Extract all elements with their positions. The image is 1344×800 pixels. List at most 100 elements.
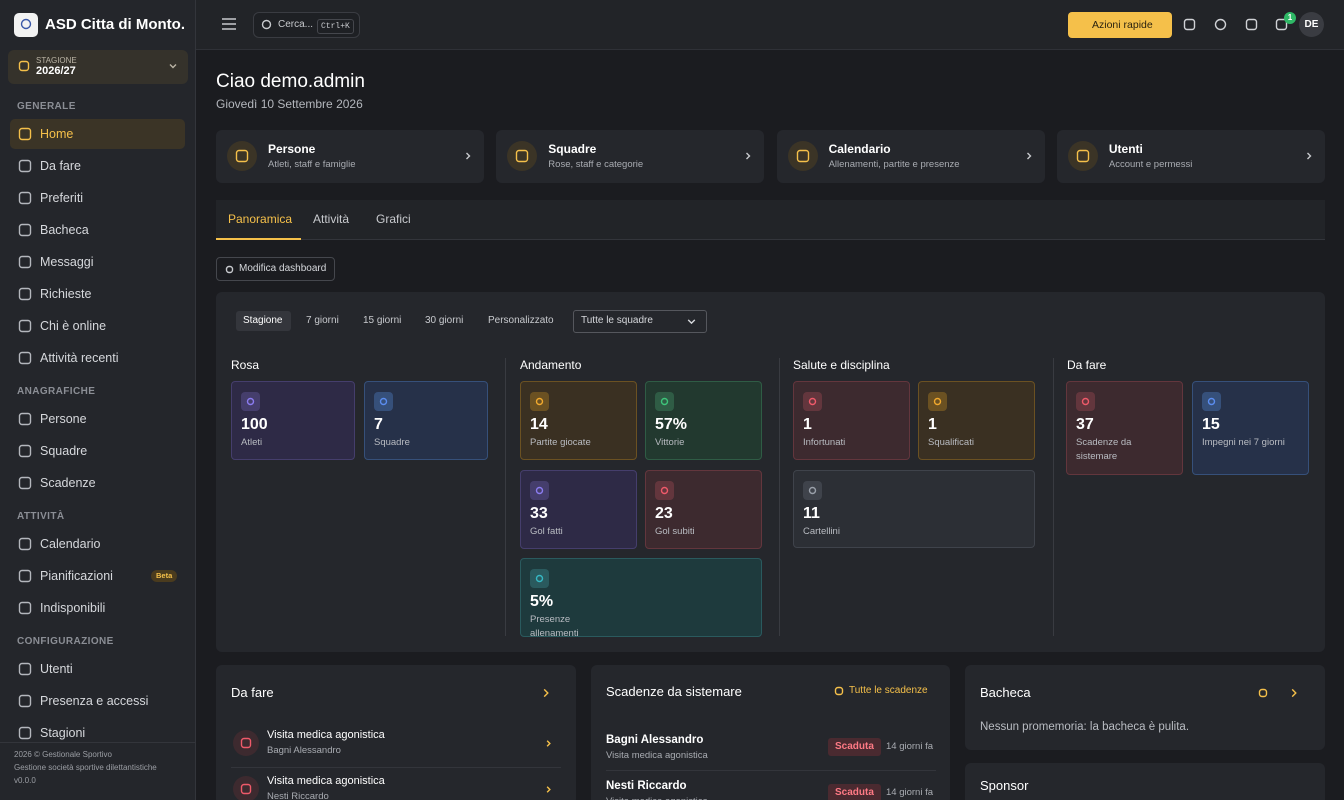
tab[interactable]: Attività bbox=[313, 212, 350, 226]
stat-value: 11 bbox=[803, 505, 820, 522]
edit-dashboard-button[interactable] bbox=[216, 257, 335, 281]
tab[interactable]: Grafici bbox=[376, 212, 411, 226]
period-filter[interactable]: Personalizzato bbox=[488, 315, 554, 326]
shortcut-title: Persone bbox=[268, 142, 316, 156]
nav-label[interactable]: Utenti bbox=[40, 662, 73, 676]
icon-shape bbox=[235, 149, 249, 163]
shortcut-subtitle: Rose, staff e categorie bbox=[548, 159, 644, 170]
shortcut-card[interactable] bbox=[496, 130, 765, 183]
stat-value: 37 bbox=[1076, 416, 1094, 433]
stat-icon-bg bbox=[241, 392, 260, 411]
icon-shape bbox=[18, 191, 32, 205]
nav-icon bbox=[18, 537, 32, 551]
nav-label[interactable]: Richieste bbox=[40, 287, 92, 301]
logo bbox=[14, 13, 38, 37]
footer-text: Gestione società sportive dilettantistic… bbox=[14, 763, 157, 772]
shortcut-icon bbox=[516, 149, 529, 163]
stat-icon-bg bbox=[928, 392, 947, 411]
nav-label[interactable]: Messaggi bbox=[40, 255, 94, 269]
icon-shape bbox=[746, 152, 751, 160]
todo-panel bbox=[216, 665, 576, 800]
shortcut-chevron bbox=[746, 152, 751, 160]
group-title: Rosa bbox=[231, 358, 260, 372]
todo-item-title: Visita medica agonistica bbox=[267, 775, 385, 787]
stat-icon bbox=[933, 397, 942, 406]
icon-shape bbox=[808, 397, 817, 406]
shortcut-card[interactable] bbox=[216, 130, 484, 183]
team-select[interactable] bbox=[573, 310, 707, 333]
icon-shape bbox=[834, 686, 844, 696]
shortcut-chevron bbox=[1026, 152, 1032, 160]
nav-label[interactable]: Scadenze bbox=[40, 476, 96, 490]
shortcut-card[interactable] bbox=[776, 130, 1045, 183]
stat-card[interactable] bbox=[520, 558, 762, 637]
stat-icon bbox=[535, 486, 544, 495]
notifications-icon bbox=[1214, 18, 1227, 31]
season-value: 2026/27 bbox=[36, 65, 76, 77]
tab[interactable]: Panoramica bbox=[228, 212, 293, 226]
stat-icon-bg bbox=[530, 392, 549, 411]
nav-label[interactable]: Home bbox=[40, 127, 74, 141]
stat-icon bbox=[1081, 397, 1090, 406]
avatar-initials: DE bbox=[1304, 19, 1319, 30]
team-select-value: Tutte le squadre bbox=[581, 315, 653, 326]
icon-shape bbox=[1245, 18, 1258, 31]
deadline-age: 14 giorni fa bbox=[886, 787, 934, 798]
icon-shape bbox=[18, 60, 30, 72]
shortcut-title: Calendario bbox=[828, 142, 891, 156]
quick-actions-button[interactable] bbox=[1068, 12, 1172, 38]
nav-label[interactable]: Squadre bbox=[40, 444, 88, 458]
nav-label[interactable]: Pianificazioni bbox=[40, 569, 113, 583]
nav-label[interactable]: Bacheca bbox=[40, 223, 89, 237]
online-users-icon bbox=[1275, 18, 1288, 31]
icon-shape bbox=[240, 737, 252, 749]
stat-card[interactable] bbox=[645, 470, 762, 549]
todo-item-title: Visita medica agonistica bbox=[267, 729, 385, 741]
stat-icon-bg bbox=[803, 392, 822, 411]
period-filter[interactable]: Stagione bbox=[243, 315, 283, 326]
nav-label[interactable]: Chi è online bbox=[40, 319, 107, 333]
stat-icon-bg bbox=[530, 569, 549, 588]
shortcut-card[interactable] bbox=[1056, 130, 1325, 183]
stat-card[interactable] bbox=[793, 470, 1035, 548]
nav-label[interactable]: Persone bbox=[40, 412, 87, 426]
nav-icon bbox=[18, 255, 32, 269]
stat-label: Partite giocate bbox=[530, 437, 591, 448]
icon-shape bbox=[535, 486, 544, 495]
nav-label[interactable]: Presenza e accessi bbox=[40, 694, 149, 708]
todo-item-subtitle: Nesti Riccardo bbox=[267, 791, 329, 800]
deadline-status: Scaduta bbox=[828, 738, 881, 756]
period-filter[interactable]: 15 giorni bbox=[363, 315, 402, 326]
period-filter[interactable]: 7 giorni bbox=[306, 315, 339, 326]
season-chevron bbox=[169, 64, 177, 69]
stat-value: 1 bbox=[803, 416, 812, 433]
nav-label[interactable]: Attività recenti bbox=[40, 351, 119, 365]
icon-shape bbox=[18, 601, 32, 615]
nav-icon bbox=[18, 601, 32, 615]
nav-label[interactable]: Indisponibili bbox=[40, 601, 106, 615]
todo-item-icon-bg bbox=[233, 730, 259, 756]
nav-label[interactable]: Da fare bbox=[40, 159, 81, 173]
season-icon bbox=[18, 60, 30, 72]
nav-label[interactable]: Calendario bbox=[40, 537, 101, 551]
footer-text: v0.0.0 bbox=[14, 776, 36, 785]
icon-shape bbox=[18, 412, 32, 426]
avatar[interactable] bbox=[1299, 12, 1324, 37]
nav-label[interactable]: Preferiti bbox=[40, 191, 84, 205]
group-divider bbox=[1053, 358, 1054, 636]
icon-shape bbox=[1076, 149, 1090, 163]
season-selector[interactable] bbox=[8, 50, 188, 84]
nav-label[interactable]: Stagioni bbox=[40, 726, 86, 740]
stat-value: 100 bbox=[241, 416, 268, 433]
shortcut-title: Squadre bbox=[548, 142, 597, 156]
brand-name: ASD Citta di Monto... bbox=[45, 17, 185, 33]
board-add bbox=[1258, 688, 1268, 698]
board-title: Bacheca bbox=[980, 685, 1031, 700]
group-title: Andamento bbox=[520, 358, 582, 372]
board-empty: Nessun promemoria: la bacheca è pulita. bbox=[980, 721, 1190, 733]
stat-label: Scadenze da sistemare bbox=[1076, 437, 1132, 462]
icon-shape bbox=[543, 688, 549, 698]
menu-toggle[interactable] bbox=[222, 18, 236, 30]
period-filter[interactable]: 30 giorni bbox=[425, 315, 464, 326]
deadlines-link[interactable]: Tutte le scadenze bbox=[849, 685, 928, 696]
